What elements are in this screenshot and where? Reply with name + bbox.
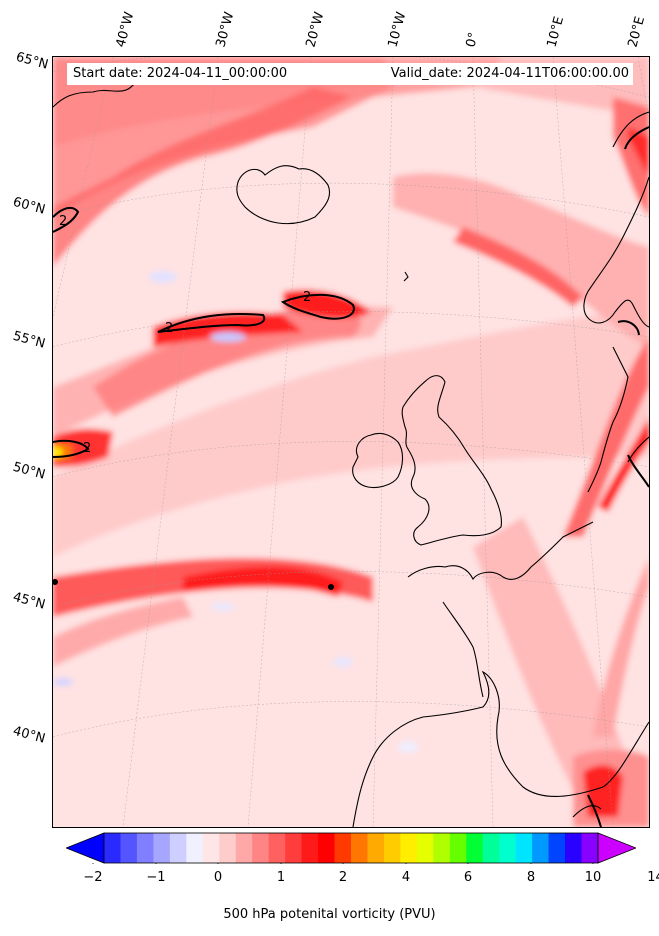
ireland-coast: [352, 432, 404, 489]
colorbar-swatch: [416, 833, 434, 863]
colorbar-tick-label: 0: [213, 870, 223, 885]
colorbar-tick-label: 8: [526, 870, 536, 885]
colorbar-tick-label: 6: [463, 870, 473, 885]
lat-label-50n: 50°N: [11, 459, 47, 483]
colorbar-swatch: [400, 833, 418, 863]
colorbar-swatch: [499, 833, 517, 863]
contour-label: 2: [165, 321, 173, 336]
colorbar-swatch: [252, 833, 270, 863]
colorbar-swatch: [104, 833, 121, 863]
colorbar-swatch: [202, 833, 220, 863]
scandinavia-coast: [583, 176, 649, 328]
colorbar-swatch: [548, 833, 566, 863]
coastlines: [53, 76, 649, 827]
colorbar-tick-label: 10: [584, 870, 602, 885]
pv-contour-dots: [53, 579, 334, 590]
lat-label-60n: 60°N: [11, 194, 47, 218]
iceland-coast: [236, 165, 331, 225]
colorbar-extend-high: [597, 832, 636, 864]
pv-map: 2 2 2 2: [52, 56, 650, 828]
pv-field-svg: 2 2 2 2: [53, 57, 649, 827]
lon-label-20e: 20°E: [625, 14, 649, 50]
start-date-text: Start date: 2024-04-11_00:00:00: [73, 66, 288, 81]
lon-label-40w: 40°W: [113, 10, 138, 49]
lon-label-20w: 20°W: [303, 10, 328, 49]
lon-label-10w: 10°W: [385, 10, 410, 49]
colorbar-swatch: [565, 833, 583, 863]
date-header: Start date: 2024-04-11_00:00:00 Valid_da…: [67, 63, 633, 85]
colorbar-tick-label: 1: [276, 870, 286, 885]
colorbar-swatch: [136, 833, 154, 863]
france-coast: [407, 521, 594, 581]
colorbar-swatch: [351, 833, 368, 863]
lat-label-55n: 55°N: [11, 328, 47, 352]
colorbar-swatch: [581, 833, 599, 863]
pv-2-contours: [53, 126, 649, 827]
lat-label-65n: 65°N: [14, 49, 50, 73]
colorbar-swatch: [153, 833, 171, 863]
valid-date-text: Valid_date: 2024-04-11T06:00:00.00: [390, 66, 629, 81]
lat-label-45n: 45°N: [11, 589, 47, 613]
colorbar-title: 500 hPa potenital vorticity (PVU): [223, 907, 436, 922]
colorbar-swatch: [466, 833, 484, 863]
colorbar-swatch: [318, 833, 336, 863]
colorbar-swatch: [301, 833, 319, 863]
graticule: [53, 57, 649, 827]
colorbar: [66, 832, 636, 864]
contour-label: 2: [59, 214, 67, 229]
colorbar-swatch: [334, 833, 352, 863]
colorbar-swatch: [186, 833, 204, 863]
colorbar-swatch: [219, 833, 237, 863]
colorbar-tick-label: 2: [338, 870, 348, 885]
colorbar-swatch: [285, 833, 303, 863]
lat-label-40n: 40°N: [11, 723, 47, 747]
lon-label-30w: 30°W: [213, 10, 238, 49]
lon-label-10e: 10°E: [544, 14, 568, 50]
colorbar-swatch: [482, 833, 500, 863]
colorbar-swatch: [169, 833, 187, 863]
colorbar-tick-label: −2: [83, 870, 103, 885]
pv-shading: [53, 57, 649, 827]
colorbar-swatch: [268, 833, 286, 863]
pv-contour-labels: 2 2 2 2: [59, 214, 311, 456]
colorbar-swatch: [383, 833, 401, 863]
colorbar-swatch: [433, 833, 451, 863]
lon-label-0: 0°: [463, 30, 482, 49]
colorbar-swatch: [120, 833, 138, 863]
colorbar-tick-label: −1: [146, 870, 166, 885]
colorbar-swatch: [449, 833, 467, 863]
contour-label: 2: [303, 290, 311, 305]
colorbar-extend-low: [66, 832, 105, 864]
colorbar-outline: [103, 832, 599, 864]
colorbar-swatch: [235, 833, 253, 863]
colorbar-tick-label: 14: [647, 870, 659, 885]
iberia-coast: [352, 670, 649, 827]
britain-coast: [401, 375, 502, 546]
contour-label: 2: [83, 441, 91, 456]
colorbar-tick-label: 4: [401, 870, 411, 885]
colorbar-swatch: [367, 833, 385, 863]
colorbar-swatch: [532, 833, 550, 863]
colorbar-swatch: [515, 833, 533, 863]
